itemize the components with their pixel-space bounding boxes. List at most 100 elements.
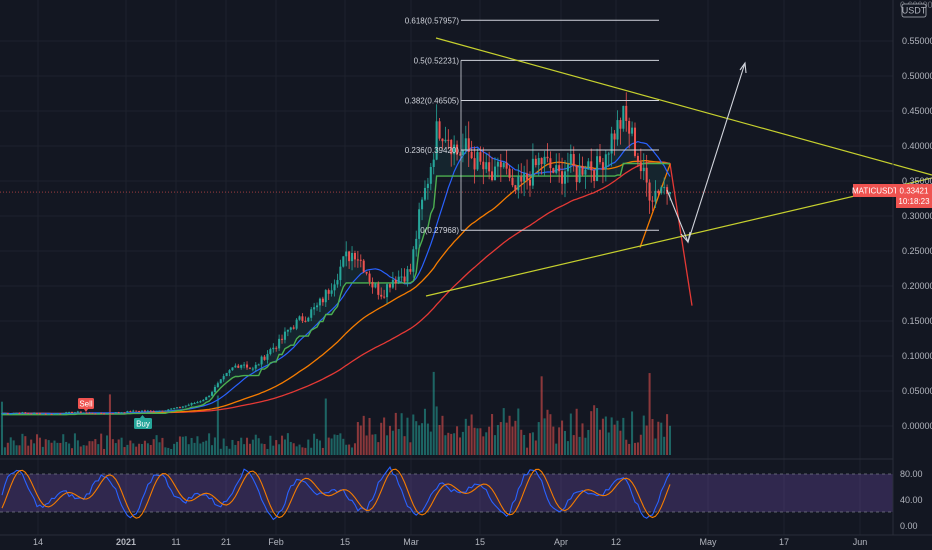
candle-body: [668, 192, 672, 194]
volume-bar: [143, 440, 146, 455]
time-tick-label: 21: [221, 537, 231, 547]
candle-body: [196, 402, 199, 404]
volume-bar: [660, 422, 663, 455]
volume-bar: [304, 447, 307, 455]
candle-body: [178, 407, 181, 409]
candle-body: [62, 413, 65, 415]
volume-bar: [625, 439, 628, 455]
volume-bar: [569, 413, 572, 455]
candle-body: [333, 284, 336, 291]
volume-bar: [575, 408, 578, 455]
volume-bar: [555, 443, 558, 455]
volume-bar: [41, 446, 44, 455]
volume-bar: [187, 444, 190, 455]
candle-body: [377, 283, 380, 295]
time-tick-label: 17: [779, 537, 789, 547]
currency-badge[interactable]: USDT: [901, 3, 927, 18]
candle-body: [648, 182, 651, 201]
candle-body: [313, 307, 316, 310]
candle-body: [421, 199, 424, 210]
volume-bar: [140, 444, 144, 455]
candle-body: [438, 121, 441, 139]
candle-body: [324, 290, 327, 303]
candle-body: [269, 349, 272, 355]
candle-body: [540, 158, 543, 165]
candle-body: [426, 183, 429, 188]
price-tick-label: 0.35000: [902, 176, 932, 186]
candle-body: [593, 170, 596, 181]
candle-body: [158, 410, 161, 412]
time-tick-label: Feb: [268, 537, 284, 547]
volume-bar: [324, 398, 327, 455]
candle-body: [400, 276, 403, 278]
time-tick-label: 12: [611, 537, 621, 547]
candle-body: [403, 276, 406, 282]
candle-body: [18, 412, 21, 414]
candle-body: [292, 327, 295, 329]
stoch-axis[interactable]: 80.00 40.00 0.00: [900, 469, 923, 531]
volume-bar: [657, 421, 660, 455]
volume-bar: [628, 443, 631, 455]
candle-body: [225, 372, 228, 377]
candle-body: [275, 347, 278, 349]
candle-body: [587, 161, 590, 170]
price-tick-label: 0.20000: [902, 281, 932, 291]
volume-bar: [108, 394, 111, 455]
price-axis[interactable]: 0.55000 0.50000 0.45000 0.40000 0.35000 0.300…: [902, 36, 932, 431]
volume-bar: [572, 435, 575, 455]
candle-body: [310, 309, 313, 318]
candle-body: [578, 165, 581, 183]
candle-body: [6, 413, 9, 415]
price-tick-label: 0.50000: [902, 71, 932, 81]
volume-bar: [619, 430, 622, 455]
price-tick-label: 0.05000: [902, 386, 932, 396]
volume-bar: [342, 438, 345, 455]
volume-bar: [9, 437, 12, 455]
volume-bar: [70, 448, 74, 455]
candle-body: [199, 401, 202, 403]
candle-body: [380, 294, 383, 297]
candle-body: [558, 165, 561, 172]
volume-bar: [485, 432, 488, 455]
volume-bar: [380, 422, 383, 455]
volume-bar: [85, 445, 88, 455]
volume-bar: [318, 440, 321, 455]
volume-bar: [496, 425, 499, 455]
candle-body: [625, 105, 628, 121]
price-tick-label: 0.10000: [902, 351, 932, 361]
volume-bar: [33, 443, 36, 455]
time-tick-label: Mar: [403, 537, 419, 547]
volume-bar: [257, 438, 260, 455]
volume-bar: [178, 436, 181, 455]
volume-bar: [164, 447, 167, 455]
price-tick-label: 0.45000: [902, 106, 932, 116]
volume-bar: [645, 425, 648, 455]
volume-bar: [53, 440, 56, 455]
volume-bar: [593, 405, 596, 455]
volume-bar: [56, 442, 59, 455]
candle-body: [56, 413, 59, 415]
candle-body: [418, 209, 421, 239]
time-axis[interactable]: 14 2021 11 21 Feb 15 Mar 15 Apr 12 May 17 Jun: [33, 537, 867, 547]
candle-body: [415, 238, 418, 250]
candle-body: [645, 167, 648, 183]
volume-bar: [596, 408, 599, 455]
candle-body: [604, 154, 607, 170]
volume-bar: [598, 429, 602, 455]
candle-body: [117, 412, 120, 414]
candle-body: [345, 251, 348, 257]
triangle-lower-line[interactable]: [425, 177, 932, 297]
candle-body: [278, 338, 281, 349]
candle-body: [82, 412, 85, 414]
triangle-upper-line[interactable]: [435, 37, 932, 176]
volume-bar: [558, 427, 561, 455]
candle-body: [164, 410, 167, 412]
last-price-label[interactable]: MATICUSDT 0.33421 10:18:23: [852, 184, 932, 208]
volume-bar: [505, 422, 508, 455]
candle-body: [27, 412, 30, 414]
volume-bar: [132, 443, 135, 455]
volume-bar: [243, 444, 246, 455]
candle-body: [237, 365, 240, 368]
projection-arrow[interactable]: [666, 61, 747, 244]
